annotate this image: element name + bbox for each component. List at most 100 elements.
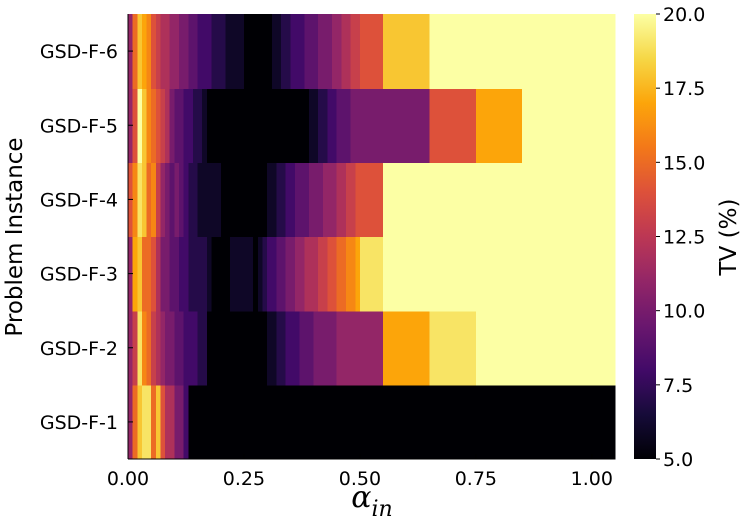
heatmap-cell bbox=[132, 310, 138, 386]
heatmap-cell bbox=[299, 14, 305, 89]
heatmap-cell bbox=[271, 236, 278, 312]
heatmap-cell bbox=[248, 162, 254, 238]
heatmap-cell bbox=[192, 310, 199, 386]
heatmap-cell bbox=[151, 310, 157, 386]
heatmap-cell bbox=[174, 88, 180, 163]
heatmap-cell bbox=[327, 88, 333, 163]
heatmap-cell bbox=[294, 14, 301, 89]
heatmap-cell bbox=[188, 236, 194, 312]
heatmap-cell bbox=[522, 236, 570, 312]
heatmap-cell bbox=[355, 236, 361, 312]
heatmap-cell bbox=[281, 384, 287, 460]
heatmap-cell bbox=[332, 310, 338, 386]
heatmap-cell bbox=[151, 384, 157, 460]
heatmap-cell bbox=[355, 310, 361, 386]
heatmap-cell bbox=[253, 310, 259, 386]
heatmap-cell bbox=[137, 236, 143, 312]
heatmap-cell bbox=[568, 162, 616, 238]
heatmap-cell bbox=[276, 88, 282, 163]
heatmap-cell bbox=[294, 384, 301, 460]
heatmap-cell bbox=[188, 162, 194, 238]
heatmap-cell bbox=[248, 14, 254, 89]
heatmap-cell bbox=[151, 236, 157, 312]
heatmap-cell bbox=[304, 384, 310, 460]
heatmap-cell bbox=[230, 384, 236, 460]
heatmap-cell bbox=[332, 88, 338, 163]
heatmap-cell bbox=[183, 14, 189, 89]
heatmap-cell bbox=[253, 384, 259, 460]
heatmap-cell bbox=[197, 384, 203, 460]
heatmap-cell bbox=[137, 14, 143, 89]
heatmap-cell bbox=[355, 162, 361, 238]
heatmap-cell bbox=[165, 88, 171, 163]
heatmap-cell bbox=[179, 384, 185, 460]
heatmap-cell bbox=[243, 162, 250, 238]
heatmap-cell bbox=[239, 236, 245, 312]
heatmap-cell bbox=[220, 162, 226, 238]
heatmap-cell bbox=[322, 236, 329, 312]
heatmap-cell bbox=[234, 88, 240, 163]
heatmap-cell bbox=[216, 14, 222, 89]
heatmap-cell bbox=[146, 162, 152, 238]
heatmap-cell bbox=[216, 236, 222, 312]
heatmap-cell bbox=[336, 236, 342, 312]
heatmap-cell bbox=[281, 310, 287, 386]
heatmap-cell bbox=[220, 88, 226, 163]
x-tick-label: 0.00 bbox=[107, 468, 149, 490]
heatmap-cell bbox=[271, 88, 278, 163]
heatmap-cell bbox=[304, 162, 310, 238]
heatmap-cell bbox=[336, 384, 342, 460]
heatmap-cell bbox=[183, 162, 189, 238]
heatmap-cell bbox=[211, 162, 217, 238]
heatmap-cell bbox=[475, 236, 523, 312]
heatmap-cell bbox=[341, 14, 347, 89]
heatmap-cell bbox=[225, 310, 231, 386]
heatmap-cell bbox=[174, 310, 180, 386]
y-axis-title: Problem Instance bbox=[2, 137, 28, 336]
heatmap-cell bbox=[522, 14, 570, 89]
heatmap-cell bbox=[248, 88, 254, 163]
heatmap-cell bbox=[350, 88, 356, 163]
heatmap-cell bbox=[179, 162, 185, 238]
heatmap-cell bbox=[350, 310, 356, 386]
heatmap-cells bbox=[128, 14, 616, 460]
heatmap-cell bbox=[383, 384, 431, 460]
heatmap-cell bbox=[234, 162, 240, 238]
heatmap-cell bbox=[169, 384, 175, 460]
heatmap-cell bbox=[336, 310, 342, 386]
heatmap-cell bbox=[146, 310, 152, 386]
heatmap-cell bbox=[383, 162, 431, 238]
heatmap-cell bbox=[313, 310, 319, 386]
heatmap-cell bbox=[355, 88, 361, 163]
heatmap-cell bbox=[345, 236, 352, 312]
heatmap-cell bbox=[132, 384, 138, 460]
heatmap-cell bbox=[160, 88, 166, 163]
y-tick-label: GSD-F-3 bbox=[40, 264, 118, 286]
heatmap-cell bbox=[359, 88, 384, 163]
heatmap-cell bbox=[225, 88, 231, 163]
heatmap-cell bbox=[192, 384, 199, 460]
heatmap-cell bbox=[350, 14, 356, 89]
heatmap-cell bbox=[188, 14, 194, 89]
heatmap-cell bbox=[475, 14, 523, 89]
heatmap-cell bbox=[267, 310, 273, 386]
heatmap-cell bbox=[359, 310, 384, 386]
heatmap-cell bbox=[290, 88, 296, 163]
heatmap-cell bbox=[132, 88, 138, 163]
heatmap-cell bbox=[160, 236, 166, 312]
heatmap-cell bbox=[285, 162, 291, 238]
heatmap-cell bbox=[257, 162, 264, 238]
heatmap-cell bbox=[345, 14, 352, 89]
heatmap-cell bbox=[262, 310, 268, 386]
heatmap-cell bbox=[253, 162, 259, 238]
heatmap-cell bbox=[341, 236, 347, 312]
heatmap-cell bbox=[281, 162, 287, 238]
heatmap-cell bbox=[197, 88, 203, 163]
heatmap-cell bbox=[271, 14, 278, 89]
heatmap-cell bbox=[350, 162, 356, 238]
heatmap-cell bbox=[332, 162, 338, 238]
heatmap-cell bbox=[336, 162, 342, 238]
heatmap-cell bbox=[165, 310, 171, 386]
heatmap-cell bbox=[383, 310, 431, 386]
heatmap-cell bbox=[197, 162, 203, 238]
